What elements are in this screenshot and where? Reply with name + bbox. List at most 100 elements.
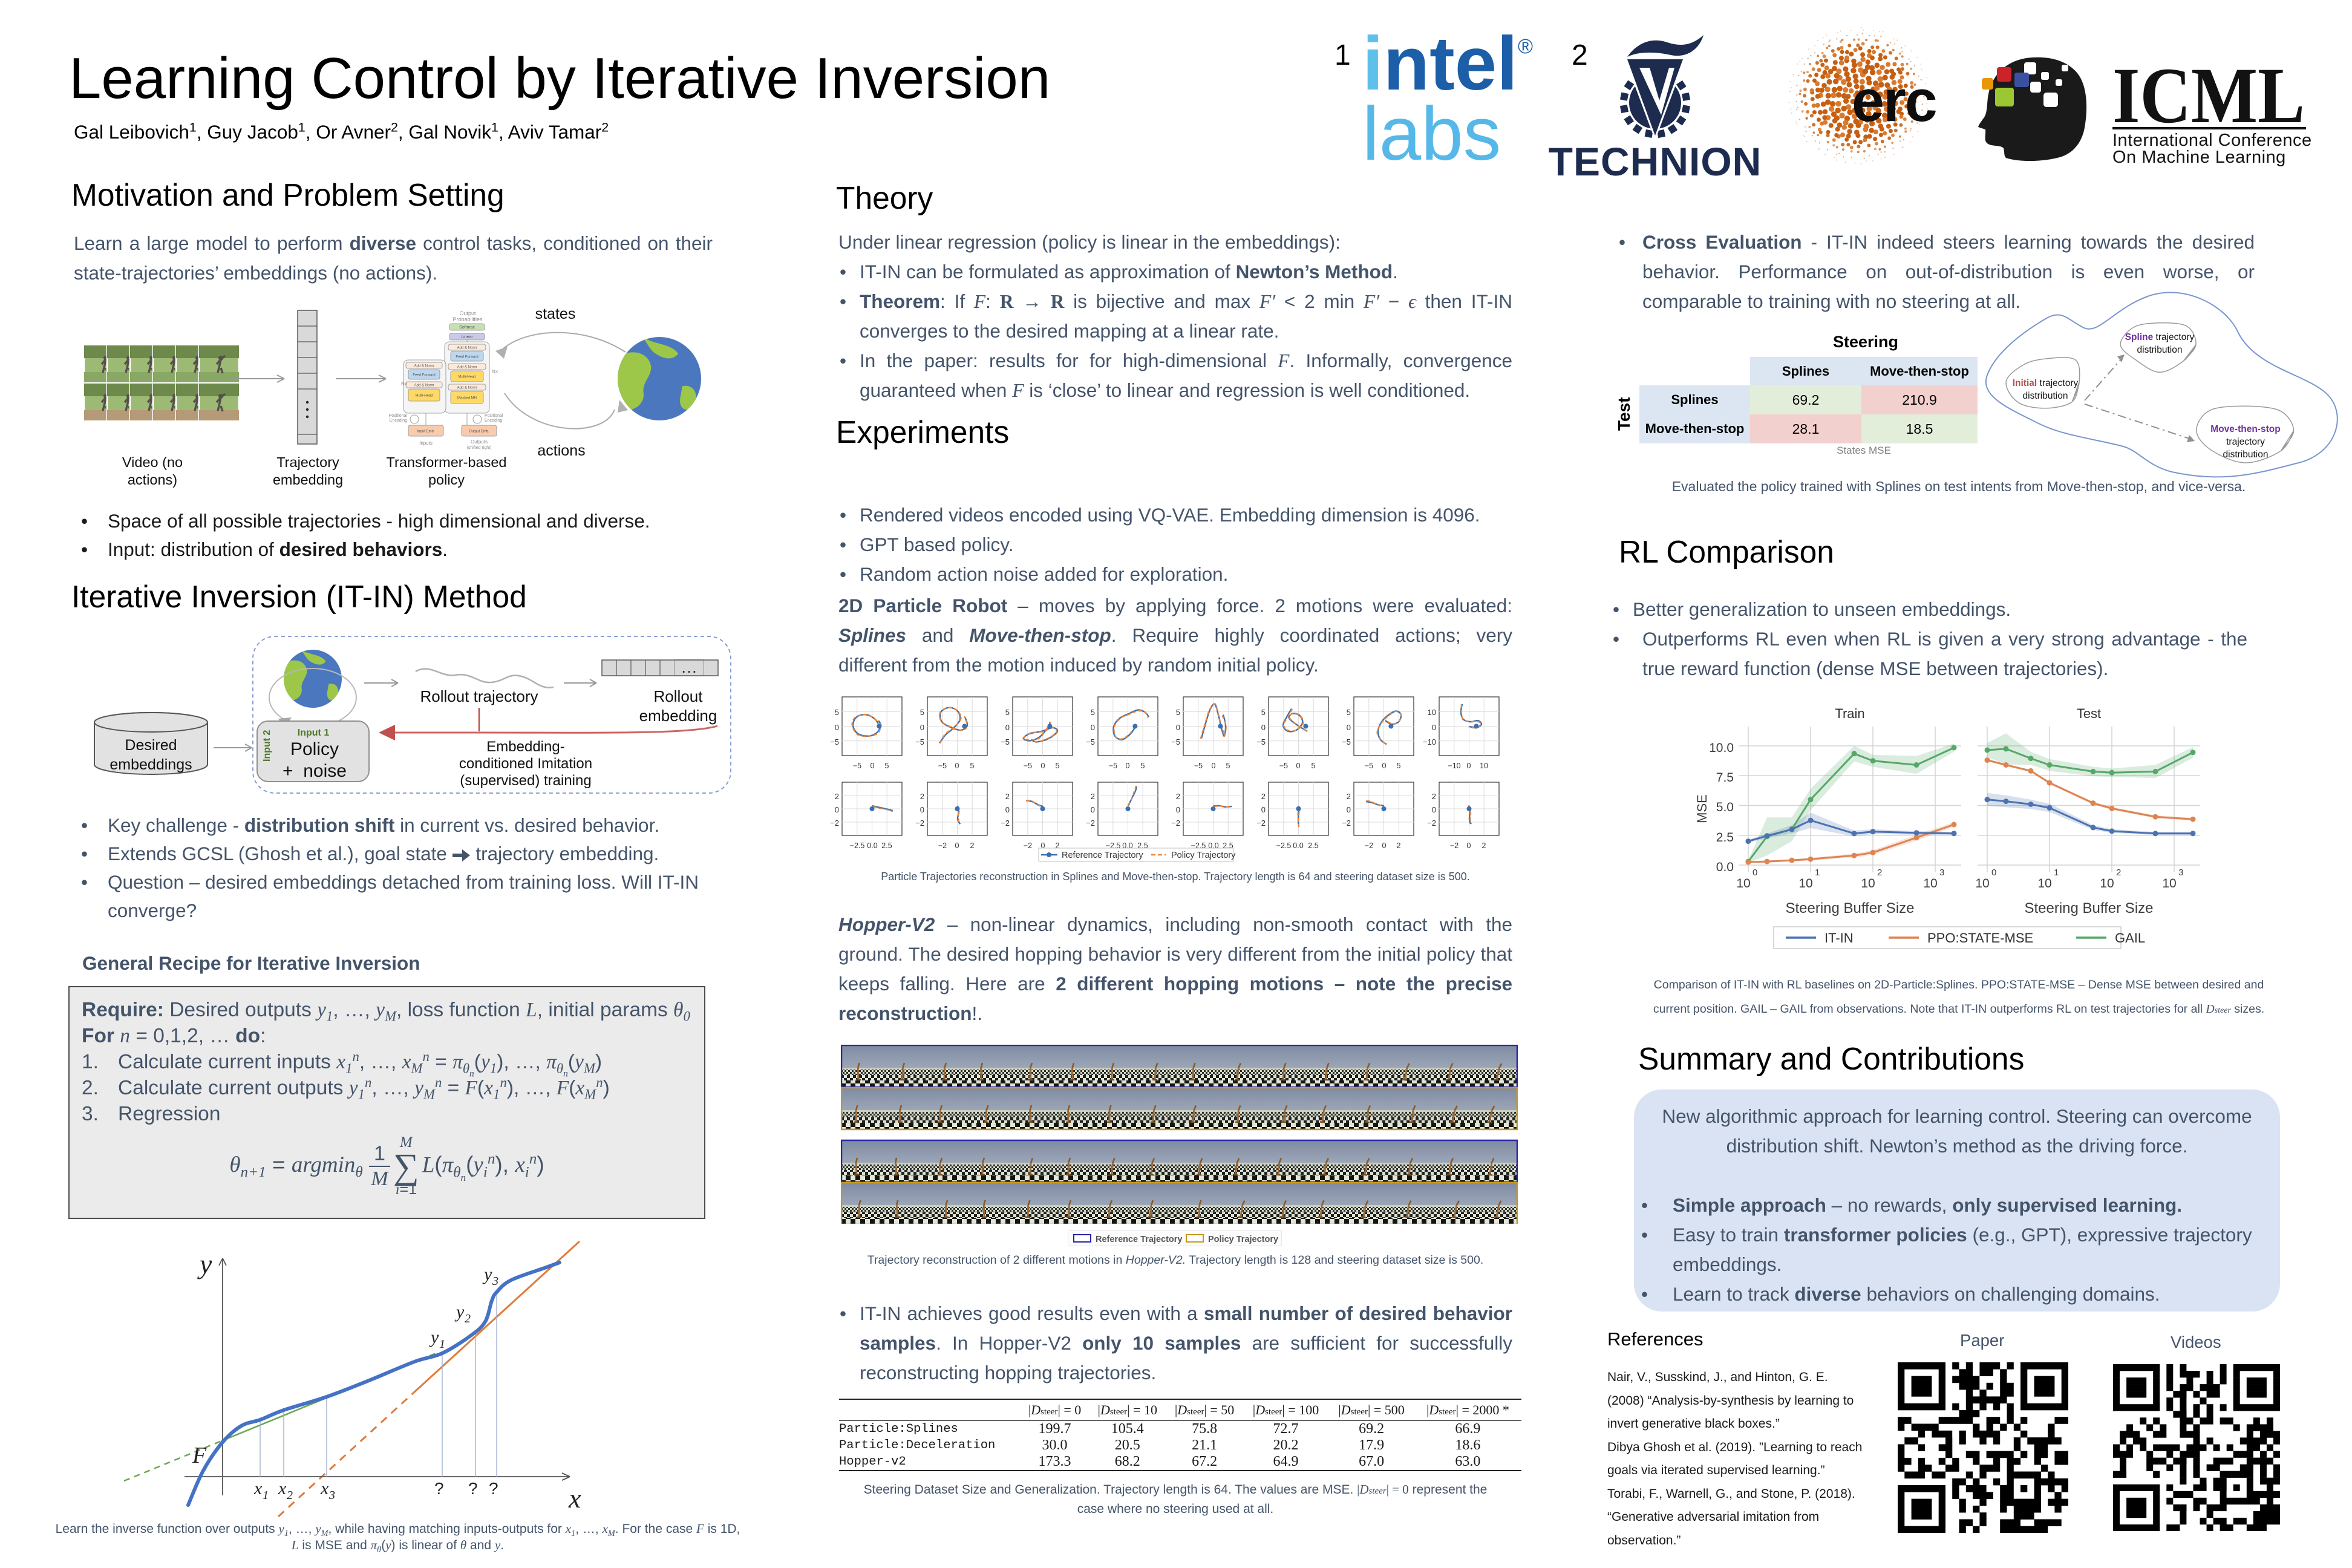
svg-text:x: x (568, 1483, 581, 1514)
svg-text:−5: −5 (830, 737, 839, 746)
svg-text:2: 2 (1347, 792, 1351, 801)
svg-text:0: 0 (1347, 805, 1351, 814)
svg-text:10: 10 (1798, 877, 1812, 890)
svg-text:Output Emb.: Output Emb. (469, 430, 489, 434)
svg-text:?: ? (434, 1479, 444, 1498)
svg-text:y: y (197, 1249, 212, 1279)
svg-text:5: 5 (920, 708, 924, 717)
svg-text:10: 10 (1736, 877, 1750, 890)
svg-text:1: 1 (439, 1338, 445, 1351)
svg-text:conditioned Imitation: conditioned Imitation (459, 756, 592, 772)
svg-text:−5: −5 (1279, 762, 1288, 770)
svg-text:Rollout trajectory: Rollout trajectory (420, 687, 538, 705)
svg-text:2: 2 (970, 841, 975, 850)
svg-text:2: 2 (835, 792, 839, 801)
svg-text:−2: −2 (915, 818, 924, 828)
svg-text:3: 3 (492, 1275, 498, 1288)
svg-text:x: x (278, 1478, 287, 1498)
svg-text:2: 2 (1261, 792, 1266, 801)
svg-text:Linear: Linear (461, 335, 473, 339)
svg-text:0: 0 (1432, 723, 1436, 732)
svg-text:−2.5: −2.5 (1276, 841, 1292, 850)
svg-text:Encoding: Encoding (390, 419, 407, 423)
svg-text:On Machine Learning: On Machine Learning (2112, 148, 2286, 167)
svg-text:0: 0 (920, 723, 924, 732)
svg-text:trajectory: trajectory (2226, 437, 2265, 447)
svg-text:?: ? (489, 1479, 498, 1498)
svg-text:Add & Norm: Add & Norm (414, 384, 434, 388)
svg-text:5: 5 (1141, 762, 1145, 770)
svg-text:actions: actions (537, 442, 585, 459)
svg-text:−2: −2 (1001, 818, 1010, 828)
svg-text:Move-then-stop: Move-then-stop (2210, 424, 2280, 434)
svg-text:0: 0 (1296, 762, 1301, 770)
svg-text:0: 0 (955, 841, 959, 850)
svg-text:0: 0 (1091, 723, 1095, 732)
svg-text:0: 0 (1005, 805, 1010, 814)
svg-text:0: 0 (955, 762, 959, 770)
svg-text:(shifted right): (shifted right) (467, 446, 492, 450)
svg-text:−5: −5 (1194, 762, 1203, 770)
svg-text:−5: −5 (1109, 762, 1117, 770)
svg-text:Inputs: Inputs (419, 440, 433, 446)
svg-text:Test: Test (2077, 706, 2101, 721)
svg-text:2: 2 (1005, 792, 1010, 801)
svg-text:TECHNION: TECHNION (1549, 139, 1762, 180)
svg-text:10.0: 10.0 (1709, 741, 1734, 755)
svg-text:5: 5 (1312, 762, 1316, 770)
svg-text:5: 5 (970, 762, 975, 770)
svg-text:0: 0 (1347, 723, 1351, 732)
svg-text:Feed Forward: Feed Forward (456, 356, 478, 359)
svg-text:Feed Forward: Feed Forward (413, 374, 435, 377)
svg-text:Multi-Head: Multi-Head (415, 394, 433, 398)
svg-text:0: 0 (1176, 805, 1180, 814)
svg-text:2: 2 (287, 1489, 293, 1502)
svg-text:−5: −5 (1256, 737, 1266, 746)
svg-text:−5: −5 (915, 737, 924, 746)
svg-text:Encoding: Encoding (485, 419, 502, 423)
svg-text:10: 10 (2162, 877, 2176, 890)
svg-text:5: 5 (1226, 762, 1230, 770)
svg-text:embedding: embedding (639, 707, 717, 725)
svg-text:−5: −5 (1024, 762, 1032, 770)
svg-text:Desired: Desired (125, 737, 177, 754)
svg-text:2.5: 2.5 (1716, 831, 1734, 844)
svg-text:10: 10 (1975, 877, 1989, 890)
svg-text:5.0: 5.0 (1716, 800, 1734, 814)
svg-text:1: 1 (2054, 867, 2059, 878)
svg-text:0: 0 (1126, 762, 1130, 770)
svg-text:−2.5: −2.5 (850, 841, 865, 850)
svg-text:Reference Trajectory: Reference Trajectory (1062, 851, 1143, 860)
svg-text:F: F (192, 1443, 207, 1468)
svg-text:distribution: distribution (2023, 391, 2068, 401)
svg-text:−5: −5 (938, 762, 947, 770)
svg-text:−10: −10 (1423, 737, 1436, 746)
svg-text:0: 0 (920, 805, 924, 814)
svg-text:0: 0 (1041, 762, 1045, 770)
svg-text:IT-IN: IT-IN (1824, 930, 1854, 946)
svg-text:Input 1: Input 1 (298, 728, 330, 738)
svg-text:10: 10 (2037, 877, 2051, 890)
svg-text:−2: −2 (1342, 818, 1351, 828)
svg-text:5: 5 (885, 762, 889, 770)
svg-text:2.5: 2.5 (881, 841, 892, 850)
svg-text:0: 0 (1382, 762, 1387, 770)
svg-text:−2: −2 (1450, 841, 1459, 850)
svg-text:5: 5 (835, 708, 839, 717)
svg-text:0: 0 (1261, 805, 1266, 814)
svg-text:Policy: Policy (290, 739, 339, 759)
svg-text:0: 0 (1753, 867, 1757, 878)
svg-text:−5: −5 (1365, 762, 1373, 770)
svg-text:Multi-Head: Multi-Head (458, 376, 475, 379)
svg-text:…: … (681, 658, 697, 676)
svg-text:?: ? (468, 1479, 478, 1498)
svg-text:0: 0 (1991, 867, 1996, 878)
svg-text:−2: −2 (1365, 841, 1373, 850)
svg-text:−5: −5 (1171, 737, 1180, 746)
svg-text:x: x (253, 1478, 263, 1498)
svg-text:0: 0 (1176, 723, 1180, 732)
svg-text:0: 0 (1091, 805, 1095, 814)
svg-text:distribution: distribution (2137, 345, 2183, 355)
svg-text:3: 3 (2178, 867, 2183, 878)
svg-text:+ noise: + noise (283, 761, 347, 781)
